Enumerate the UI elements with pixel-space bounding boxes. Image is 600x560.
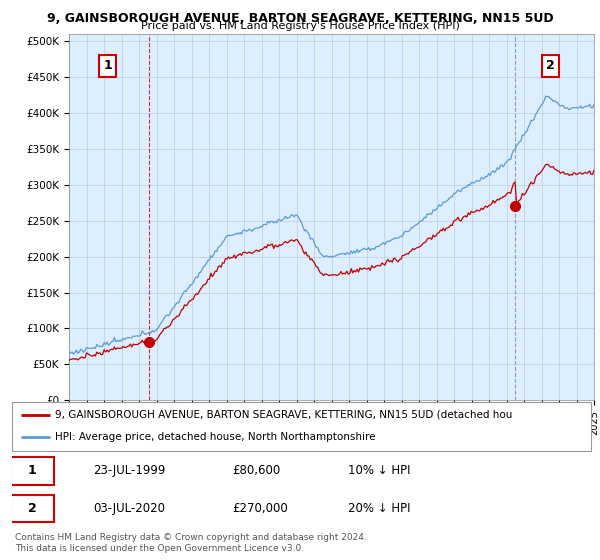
Text: 9, GAINSBOROUGH AVENUE, BARTON SEAGRAVE, KETTERING, NN15 5UD: 9, GAINSBOROUGH AVENUE, BARTON SEAGRAVE,… bbox=[47, 12, 553, 25]
Text: Contains HM Land Registry data © Crown copyright and database right 2024.
This d: Contains HM Land Registry data © Crown c… bbox=[15, 533, 367, 553]
Text: 1: 1 bbox=[28, 464, 37, 478]
FancyBboxPatch shape bbox=[11, 495, 54, 522]
Text: HPI: Average price, detached house, North Northamptonshire: HPI: Average price, detached house, Nort… bbox=[55, 432, 376, 442]
Text: 9, GAINSBOROUGH AVENUE, BARTON SEAGRAVE, KETTERING, NN15 5UD (detached hou: 9, GAINSBOROUGH AVENUE, BARTON SEAGRAVE,… bbox=[55, 410, 513, 420]
Text: £270,000: £270,000 bbox=[232, 502, 288, 515]
Text: Price paid vs. HM Land Registry's House Price Index (HPI): Price paid vs. HM Land Registry's House … bbox=[140, 21, 460, 31]
Text: 20% ↓ HPI: 20% ↓ HPI bbox=[348, 502, 410, 515]
Text: 2: 2 bbox=[546, 59, 554, 72]
Text: 03-JUL-2020: 03-JUL-2020 bbox=[93, 502, 165, 515]
Text: £80,600: £80,600 bbox=[232, 464, 280, 478]
Text: 2: 2 bbox=[28, 502, 37, 515]
FancyBboxPatch shape bbox=[12, 402, 591, 451]
FancyBboxPatch shape bbox=[11, 458, 54, 484]
Text: 1: 1 bbox=[103, 59, 112, 72]
Text: 10% ↓ HPI: 10% ↓ HPI bbox=[348, 464, 410, 478]
Text: 23-JUL-1999: 23-JUL-1999 bbox=[93, 464, 166, 478]
